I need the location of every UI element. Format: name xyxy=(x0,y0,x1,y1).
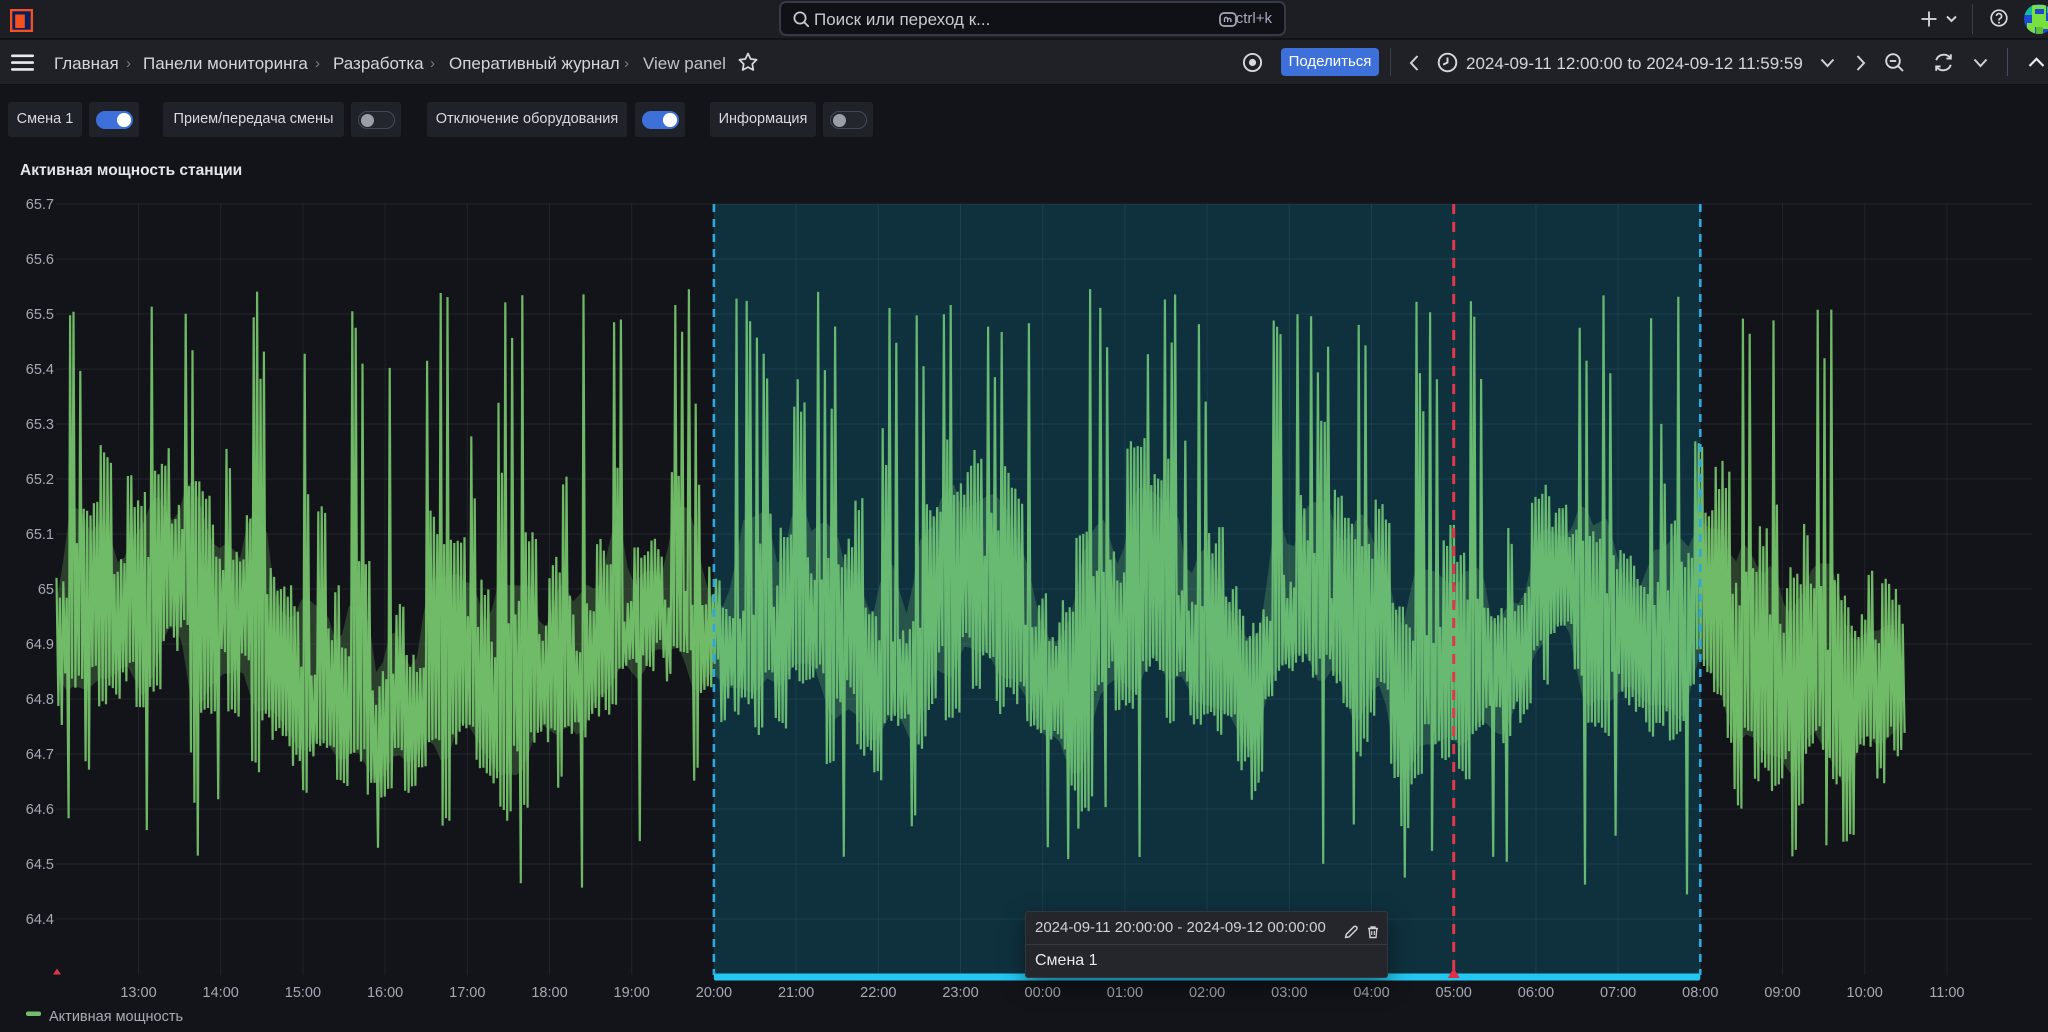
svg-text:21:00: 21:00 xyxy=(778,985,814,1001)
svg-text:65.5: 65.5 xyxy=(26,307,54,323)
svg-text:16:00: 16:00 xyxy=(367,985,403,1001)
svg-text:03:00: 03:00 xyxy=(1271,985,1307,1001)
svg-text:65: 65 xyxy=(38,582,54,598)
svg-text:01:00: 01:00 xyxy=(1107,985,1143,1001)
svg-text:00:00: 00:00 xyxy=(1025,985,1061,1001)
svg-text:09:00: 09:00 xyxy=(1764,985,1800,1001)
svg-text:04:00: 04:00 xyxy=(1353,985,1389,1001)
svg-text:64.9: 64.9 xyxy=(26,637,54,653)
svg-text:10:00: 10:00 xyxy=(1847,985,1883,1001)
svg-text:65.7: 65.7 xyxy=(26,197,54,213)
svg-text:64.4: 64.4 xyxy=(26,912,54,928)
svg-text:65.4: 65.4 xyxy=(26,362,54,378)
svg-text:64.7: 64.7 xyxy=(26,747,54,763)
svg-text:19:00: 19:00 xyxy=(614,985,650,1001)
svg-text:22:00: 22:00 xyxy=(860,985,896,1001)
svg-text:65.3: 65.3 xyxy=(26,417,54,433)
svg-text:65.2: 65.2 xyxy=(26,472,54,488)
svg-text:02:00: 02:00 xyxy=(1189,985,1225,1001)
svg-text:08:00: 08:00 xyxy=(1682,985,1718,1001)
svg-text:18:00: 18:00 xyxy=(531,985,567,1001)
svg-text:64.8: 64.8 xyxy=(26,692,54,708)
svg-text:20:00: 20:00 xyxy=(696,985,732,1001)
svg-text:64.6: 64.6 xyxy=(26,802,54,818)
svg-text:65.1: 65.1 xyxy=(26,527,54,543)
svg-text:64.5: 64.5 xyxy=(26,857,54,873)
svg-text:07:00: 07:00 xyxy=(1600,985,1636,1001)
svg-text:15:00: 15:00 xyxy=(285,985,321,1001)
svg-text:05:00: 05:00 xyxy=(1436,985,1472,1001)
svg-text:11:00: 11:00 xyxy=(1929,985,1964,1001)
svg-text:17:00: 17:00 xyxy=(449,985,485,1001)
svg-text:06:00: 06:00 xyxy=(1518,985,1554,1001)
svg-text:65.6: 65.6 xyxy=(26,252,54,268)
svg-text:13:00: 13:00 xyxy=(120,985,156,1001)
svg-text:14:00: 14:00 xyxy=(203,985,239,1001)
svg-text:Активная мощность: Активная мощность xyxy=(49,1009,183,1025)
svg-text:23:00: 23:00 xyxy=(942,985,978,1001)
